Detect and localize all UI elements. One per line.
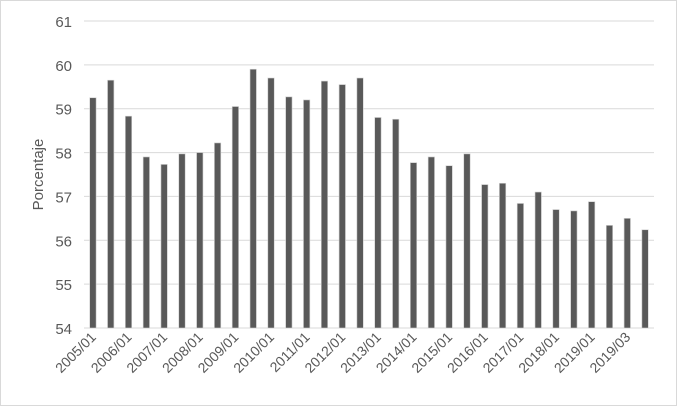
bar	[196, 152, 204, 329]
bar	[534, 191, 542, 329]
y-tick-label: 60	[55, 58, 72, 75]
bar	[160, 164, 168, 329]
y-tick-label: 55	[55, 277, 72, 294]
bar	[178, 153, 186, 329]
bar	[588, 201, 596, 329]
bar	[285, 96, 293, 329]
y-axis-label: Porcentaje	[30, 139, 47, 211]
bar	[249, 68, 257, 329]
bar	[641, 229, 649, 329]
y-tick-label: 56	[55, 233, 72, 250]
bar	[338, 84, 346, 329]
bar	[623, 218, 631, 329]
bar	[499, 182, 507, 329]
y-tick-label: 57	[55, 189, 72, 206]
bar	[107, 79, 115, 329]
bar	[410, 162, 418, 329]
bar	[481, 184, 489, 329]
y-tick-label: 54	[55, 321, 72, 338]
bar	[267, 77, 275, 329]
bar	[392, 118, 400, 329]
bar	[214, 142, 222, 329]
bar	[320, 80, 328, 329]
bar	[463, 153, 471, 329]
bar	[303, 99, 311, 329]
bar	[374, 117, 382, 329]
bar	[427, 156, 435, 329]
bar	[125, 115, 133, 329]
bar	[231, 106, 239, 329]
y-tick-label: 58	[55, 146, 72, 163]
bar	[552, 209, 560, 329]
bar	[445, 165, 453, 329]
bar	[570, 210, 578, 329]
bar	[516, 203, 524, 329]
y-tick-label: 61	[55, 14, 72, 31]
bar	[142, 156, 150, 329]
bar	[356, 77, 364, 329]
bar	[89, 97, 97, 329]
y-tick-label: 59	[55, 102, 72, 119]
bar	[605, 225, 613, 329]
